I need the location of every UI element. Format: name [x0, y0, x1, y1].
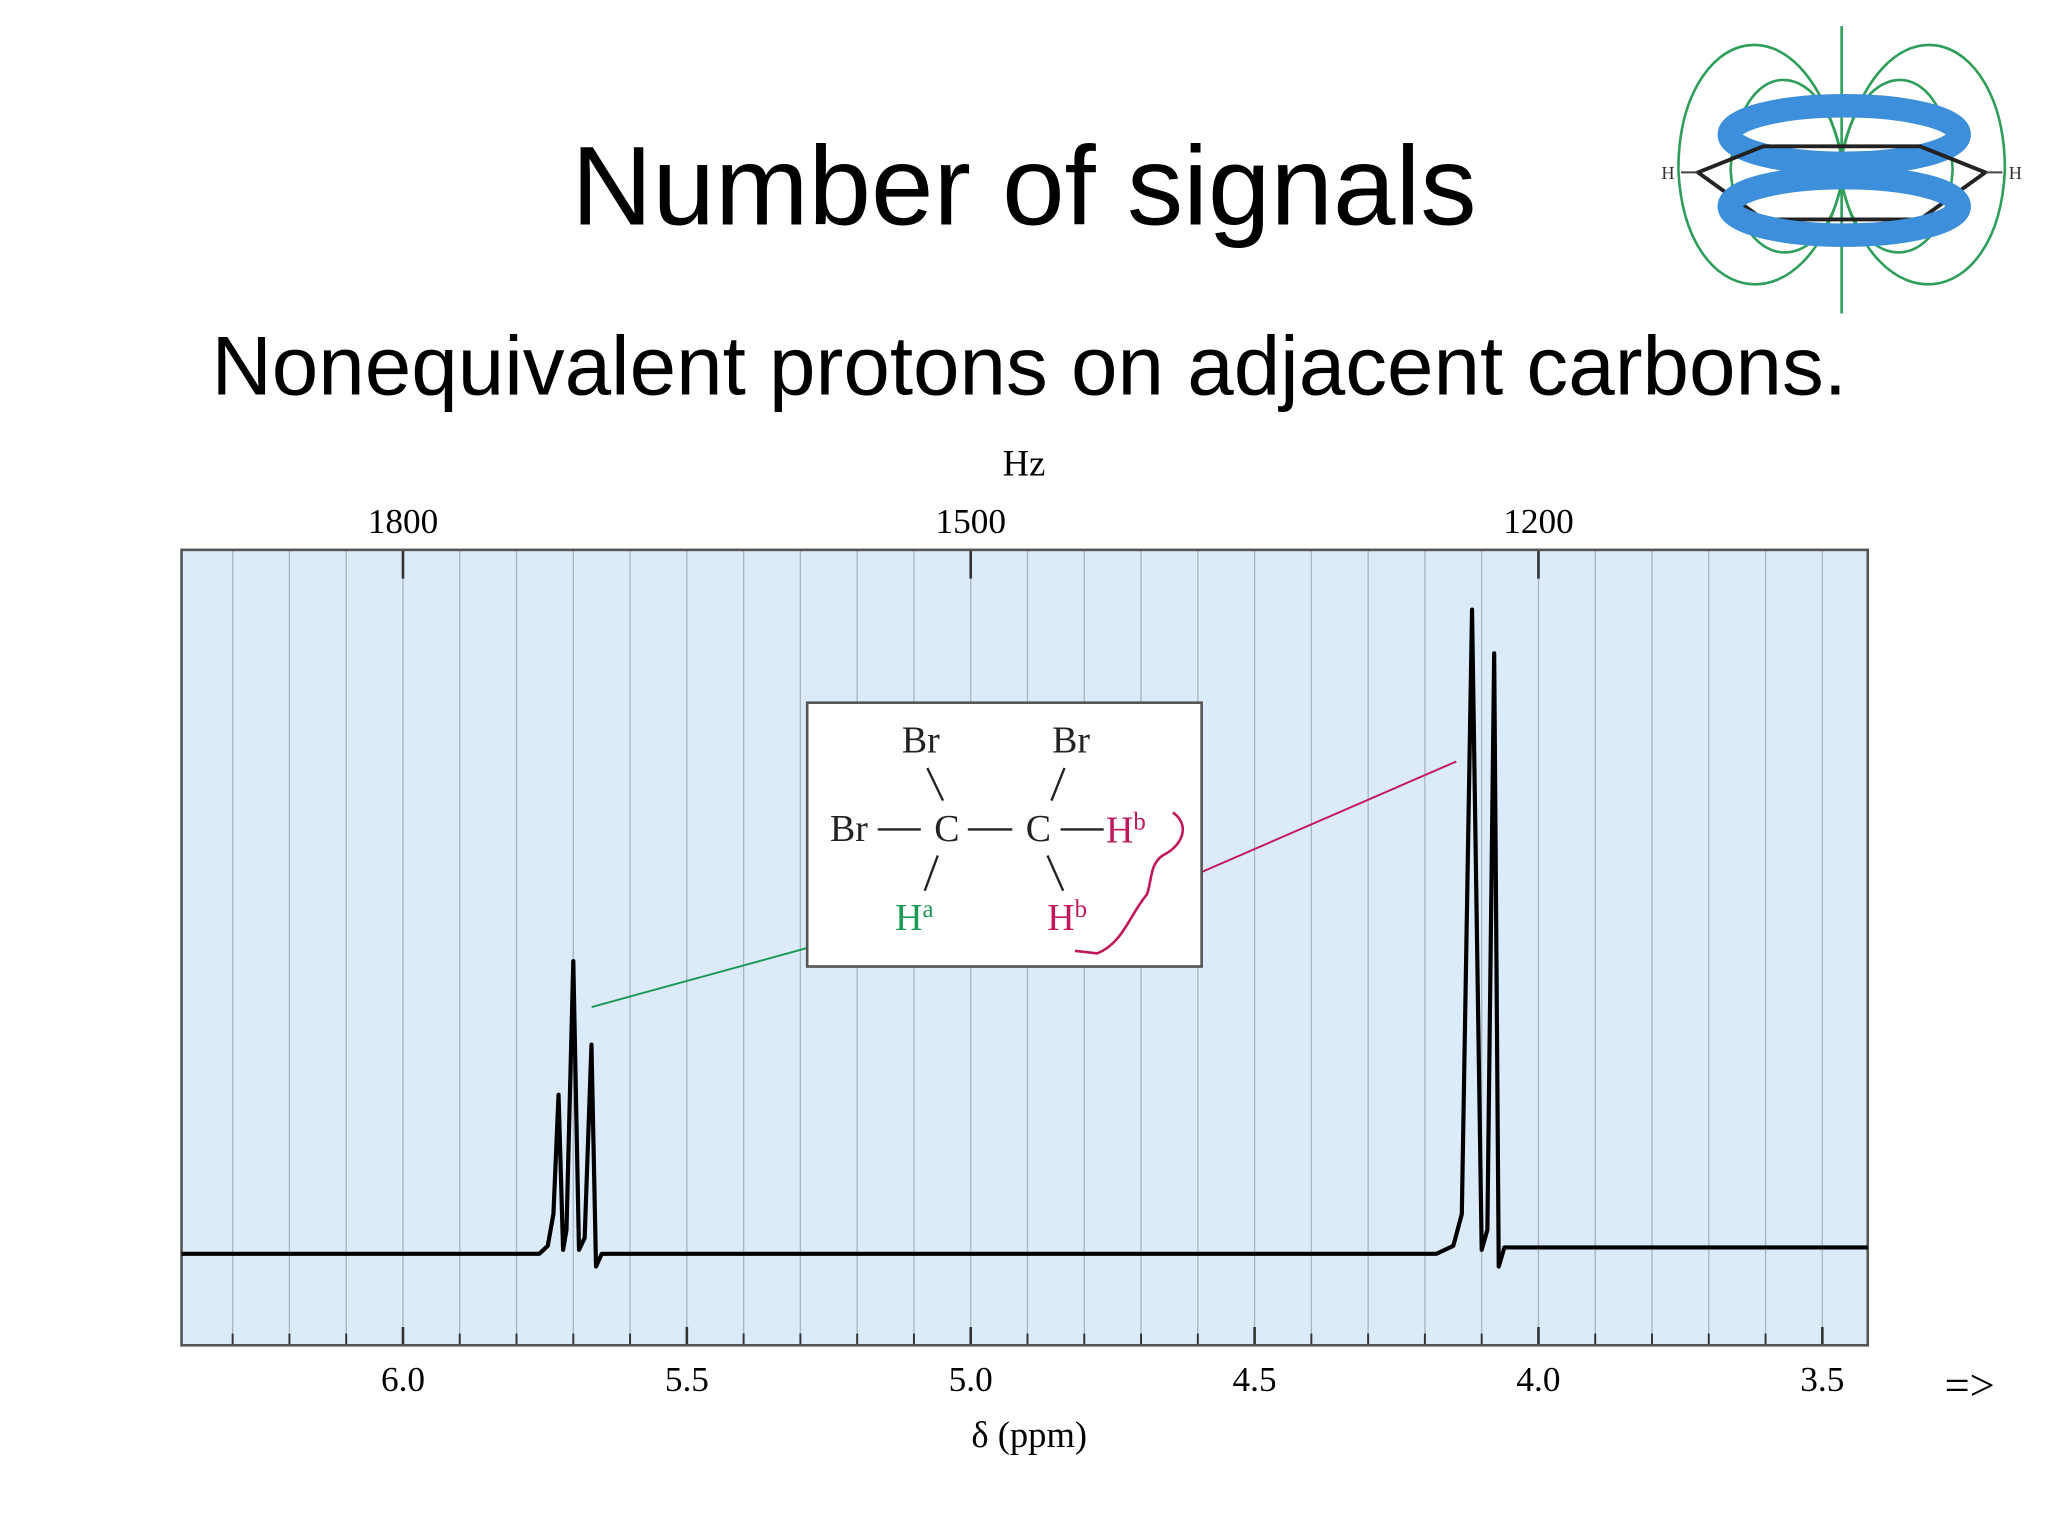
x-tick-label: 6.0 [381, 1360, 425, 1399]
bond [926, 767, 945, 802]
atom-label: C [1026, 808, 1051, 850]
x2-tick-label: 1800 [368, 502, 439, 541]
atom-label: C [934, 808, 959, 850]
x2-axis-label: Hz [1003, 442, 1046, 483]
field-line [1677, 43, 1843, 286]
ring-torus [1717, 165, 1971, 247]
proton-label: Ha [895, 896, 933, 939]
x-tick-label: 3.5 [1800, 1360, 1844, 1399]
proton-label: Hb [1047, 896, 1087, 939]
proton-symbol: H [895, 897, 922, 939]
proton-brace [1074, 811, 1184, 955]
title: Number of signals [571, 123, 1476, 249]
next-arrow[interactable]: => [1945, 1360, 1995, 1410]
x-tick-label: 5.0 [949, 1360, 993, 1399]
proton-superscript: b [1075, 896, 1087, 923]
proton-superscript: b [1133, 808, 1145, 835]
atom-label: Br [1052, 719, 1090, 761]
spectrum-line [181, 607, 1868, 1269]
x-tick-label: 5.5 [665, 1360, 709, 1399]
ring-torus [1717, 94, 1971, 176]
proton-symbol: H [1106, 809, 1133, 851]
x2-tick-label: 1500 [935, 502, 1005, 541]
atom-label: Br [902, 719, 940, 761]
plot-frame [180, 548, 1870, 1347]
proton-superscript: a [922, 896, 933, 923]
proton-label: Hb [1106, 808, 1146, 851]
atom-label: H [1661, 163, 1674, 183]
x-tick-label: 4.0 [1516, 1360, 1560, 1399]
inset-box [805, 701, 1203, 968]
field-line [1840, 43, 2007, 286]
x2-tick-label: 1200 [1503, 502, 1574, 541]
x-axis-label: δ (ppm) [971, 1414, 1087, 1455]
x-tick-label: 4.5 [1233, 1360, 1277, 1399]
proton-symbol: H [1047, 897, 1074, 939]
bond [923, 855, 939, 892]
subtitle: Nonequivalent protons on adjacent carbon… [211, 318, 1847, 412]
atom-label: H [2009, 163, 2022, 183]
bond [1050, 767, 1066, 802]
bond [1046, 855, 1065, 892]
atom-label: Br [830, 808, 868, 850]
ring-current-figure: H H [1661, 26, 2022, 314]
